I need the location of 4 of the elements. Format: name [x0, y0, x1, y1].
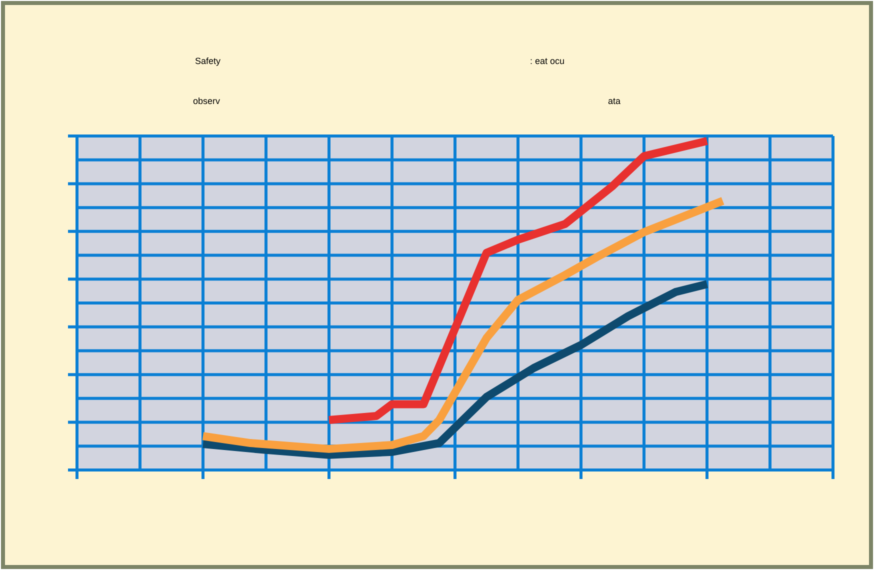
text: observ: [193, 96, 221, 106]
text: ata: [608, 96, 621, 106]
chart-title: Safety: [195, 56, 222, 66]
text: : eat ocu: [530, 56, 565, 66]
